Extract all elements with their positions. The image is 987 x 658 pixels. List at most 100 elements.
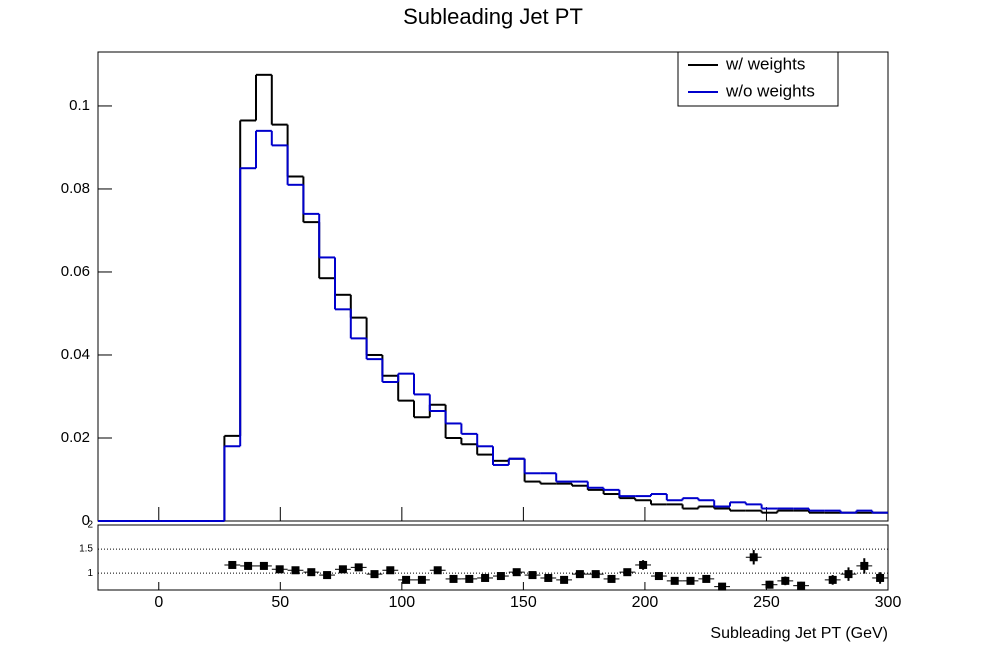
y-tick-label: 0.1 [69, 97, 90, 114]
marker [323, 571, 332, 580]
ratio-point [793, 581, 809, 590]
y-tick-label: 0.06 [61, 263, 90, 280]
marker [465, 574, 474, 583]
legend-label: w/ weights [725, 54, 805, 73]
marker [639, 560, 648, 569]
ratio-point [619, 568, 636, 577]
marker [654, 572, 663, 581]
ratio-point [603, 574, 620, 583]
marker [765, 580, 774, 589]
ratio-point [587, 570, 604, 579]
y-tick-label: 1 [87, 568, 93, 579]
ratio-point [319, 571, 335, 580]
marker [749, 553, 758, 562]
legend-label: w/o weights [725, 81, 815, 100]
ratio-point [271, 565, 288, 574]
marker [433, 566, 442, 575]
y-tick-label: 0.04 [61, 346, 90, 363]
main-frame [97, 51, 889, 522]
marker [496, 572, 505, 581]
marker [670, 576, 679, 585]
marker [354, 563, 363, 572]
x-tick-label: 100 [388, 594, 415, 611]
marker [702, 574, 711, 583]
marker [512, 568, 521, 577]
legend-box [677, 51, 839, 107]
ratio-point [651, 572, 667, 581]
marker [781, 576, 790, 585]
marker [370, 570, 379, 579]
ratio-point [256, 561, 272, 570]
ratio-point [287, 566, 304, 575]
marker [481, 573, 490, 582]
ratio-point [824, 575, 841, 585]
ratio-point [429, 566, 446, 575]
marker [259, 561, 268, 570]
marker [876, 573, 885, 582]
ratio-point [777, 576, 794, 586]
ratio-point [540, 573, 557, 582]
ratio-point [224, 560, 241, 569]
y-tick-label: 1.5 [79, 544, 93, 555]
ratio-point [493, 572, 509, 581]
x-tick-label: 0 [154, 594, 163, 611]
ratio-point [635, 560, 651, 570]
x-tick-label: 50 [271, 594, 289, 611]
marker [291, 566, 300, 575]
ratio-point [872, 572, 888, 584]
marker [228, 560, 237, 569]
marker [860, 561, 869, 570]
x-tick-label: 200 [632, 594, 659, 611]
marker [828, 575, 837, 584]
ratio-point [682, 576, 699, 585]
y-tick-label: 2 [87, 520, 93, 531]
ratio-point [335, 565, 351, 574]
marker [607, 574, 616, 583]
x-tick-label: 250 [753, 594, 780, 611]
ratio-point [508, 568, 525, 577]
marker [544, 573, 553, 582]
ratio-point [350, 563, 367, 572]
marker [275, 565, 284, 574]
y-tick-label: 0.08 [61, 180, 90, 197]
ratio-point [240, 561, 256, 570]
marker [718, 582, 727, 591]
ratio-frame [97, 524, 889, 591]
ratio-point [524, 571, 541, 580]
marker [528, 571, 537, 580]
marker [575, 570, 584, 579]
y-tick-label: 0 [82, 512, 90, 529]
x-tick-label: 150 [510, 594, 537, 611]
ratio-point [745, 550, 762, 565]
ratio-point [666, 576, 683, 585]
ratio-point [461, 574, 478, 583]
ratio-point [714, 582, 730, 591]
marker [307, 568, 316, 577]
ratio-point [414, 575, 430, 584]
x-axis-title: Subleading Jet PT (GeV) [710, 625, 888, 642]
marker [623, 568, 632, 577]
y-tick-label: 0.02 [61, 429, 90, 446]
ratio-point [382, 566, 399, 575]
marker [449, 574, 458, 583]
marker [244, 561, 253, 570]
ratio-point [445, 574, 462, 583]
histogram-series [98, 129, 888, 522]
chart-title: Subleading Jet PT [403, 4, 583, 29]
marker [844, 570, 853, 579]
marker [386, 566, 395, 575]
ratio-point [856, 558, 873, 574]
ratio-point [556, 575, 572, 584]
x-tick-label: 300 [875, 594, 902, 611]
marker [686, 576, 695, 585]
ratio-point [477, 573, 493, 582]
ratio-point [366, 570, 383, 579]
marker [417, 575, 426, 584]
marker [402, 575, 411, 584]
ratio-point [398, 575, 414, 584]
marker [591, 570, 600, 579]
ratio-point [572, 570, 588, 579]
